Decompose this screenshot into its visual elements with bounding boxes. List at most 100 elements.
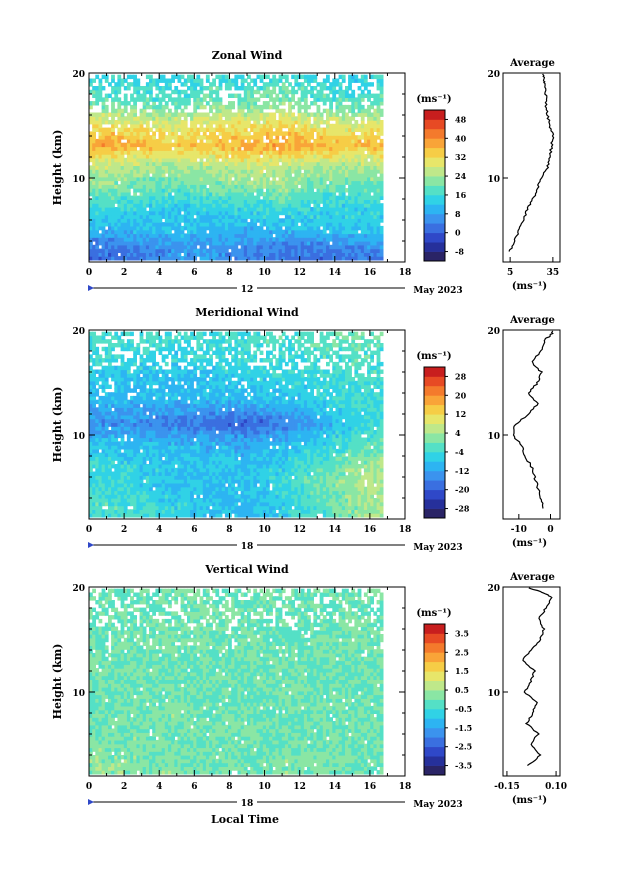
heatmap-cell xyxy=(205,161,210,166)
heatmap-cell xyxy=(247,256,251,261)
heatmap-cell xyxy=(196,176,201,182)
heatmap-cell xyxy=(123,93,128,98)
heatmap-cell xyxy=(269,191,273,197)
heatmap-cell xyxy=(177,74,182,80)
heatmap-cell xyxy=(114,244,119,250)
heatmap-cell xyxy=(237,150,242,155)
heatmap-cell xyxy=(329,169,333,174)
heatmap-cell xyxy=(228,142,232,148)
heatmap-cell xyxy=(269,225,273,231)
heatmap-cell xyxy=(145,101,150,106)
heatmap-cell xyxy=(199,180,204,185)
heatmap-cell xyxy=(240,490,245,495)
heatmap-cell xyxy=(329,127,333,132)
heatmap-cell xyxy=(379,210,384,216)
heatmap-cell xyxy=(133,203,137,208)
heatmap-cell xyxy=(250,229,254,235)
heatmap-cell xyxy=(209,256,213,261)
heatmap-cell xyxy=(120,513,125,518)
heatmap-cell xyxy=(329,490,333,495)
heatmap-cell xyxy=(319,142,324,148)
heatmap-cell xyxy=(168,169,172,174)
heatmap-cell xyxy=(231,120,235,125)
heatmap-cell xyxy=(256,214,261,219)
heatmap-cell xyxy=(136,169,141,174)
heatmap-cell xyxy=(161,180,166,185)
heatmap-cell xyxy=(209,123,213,129)
heatmap-cell xyxy=(338,104,343,110)
heatmap-cell xyxy=(294,101,299,106)
heatmap-cell xyxy=(161,233,166,238)
heatmap-cell xyxy=(101,104,106,110)
heatmap-cell xyxy=(243,218,248,223)
heatmap-cell xyxy=(224,244,229,250)
heatmap-cell xyxy=(212,112,216,117)
heatmap-cell xyxy=(142,108,147,114)
heatmap-cell xyxy=(130,494,134,499)
heatmap-cell xyxy=(136,490,141,495)
heatmap-cell xyxy=(373,256,378,261)
heatmap-cell xyxy=(357,154,362,159)
heatmap-cell xyxy=(183,138,188,144)
heatmap-cell xyxy=(363,127,368,132)
heatmap-cell xyxy=(316,150,321,155)
heatmap-cell xyxy=(240,104,245,110)
heatmap-cell xyxy=(284,252,289,257)
heatmap-cell xyxy=(300,154,305,159)
heatmap-cell xyxy=(338,210,343,216)
heatmap-cell xyxy=(278,188,283,193)
heatmap-cell xyxy=(278,256,283,261)
heatmap-cell xyxy=(158,218,163,223)
heatmap-cell xyxy=(266,490,270,495)
heatmap-cell xyxy=(152,244,156,250)
heatmap-cell xyxy=(205,188,210,193)
heatmap-cell xyxy=(307,112,311,117)
heatmap-cell xyxy=(120,505,125,510)
heatmap-cell xyxy=(319,116,324,121)
heatmap-cell xyxy=(133,188,137,193)
heatmap-cell xyxy=(234,157,239,163)
heatmap-cell xyxy=(338,241,343,246)
heatmap-cell xyxy=(351,138,356,144)
heatmap-cell xyxy=(335,498,340,503)
heatmap-cell xyxy=(335,101,340,106)
heatmap-cell xyxy=(354,74,359,80)
heatmap-cell xyxy=(145,184,150,189)
heatmap-cell xyxy=(284,498,289,503)
heatmap-cell xyxy=(168,256,172,261)
heatmap-cell xyxy=(139,112,144,117)
heatmap-cell xyxy=(155,127,160,132)
heatmap-cell xyxy=(281,494,286,499)
heatmap-cell xyxy=(177,138,182,144)
heatmap-cell xyxy=(133,78,137,83)
heatmap-cell xyxy=(338,93,343,98)
heatmap-cell xyxy=(114,241,119,246)
heatmap-cell xyxy=(253,169,258,174)
heatmap-cell xyxy=(278,112,283,117)
heatmap-cell xyxy=(161,248,166,253)
heatmap-cell xyxy=(303,127,308,132)
heatmap-cell xyxy=(297,180,302,185)
heatmap-cell xyxy=(266,74,270,80)
heatmap-cell xyxy=(95,93,100,98)
heatmap-cell xyxy=(313,486,318,492)
heatmap-cell xyxy=(335,486,340,492)
heatmap-cell xyxy=(335,199,340,204)
heatmap-cell xyxy=(104,241,109,246)
heatmap-cell xyxy=(303,505,308,510)
heatmap-cell xyxy=(180,123,185,129)
heatmap-cell xyxy=(212,188,216,193)
heatmap-cell xyxy=(243,142,248,148)
heatmap-cell xyxy=(310,256,314,261)
heatmap-cell xyxy=(291,180,295,185)
heatmap-cell xyxy=(351,74,356,80)
heatmap-cell xyxy=(338,135,343,140)
heatmap-cell xyxy=(126,131,131,136)
heatmap-cell xyxy=(294,218,299,223)
heatmap-cell xyxy=(294,501,299,507)
heatmap-cell xyxy=(234,207,239,212)
heatmap-cell xyxy=(168,498,172,503)
heatmap-cell xyxy=(303,146,308,151)
heatmap-cell xyxy=(278,74,283,80)
heatmap-cell xyxy=(224,218,229,223)
